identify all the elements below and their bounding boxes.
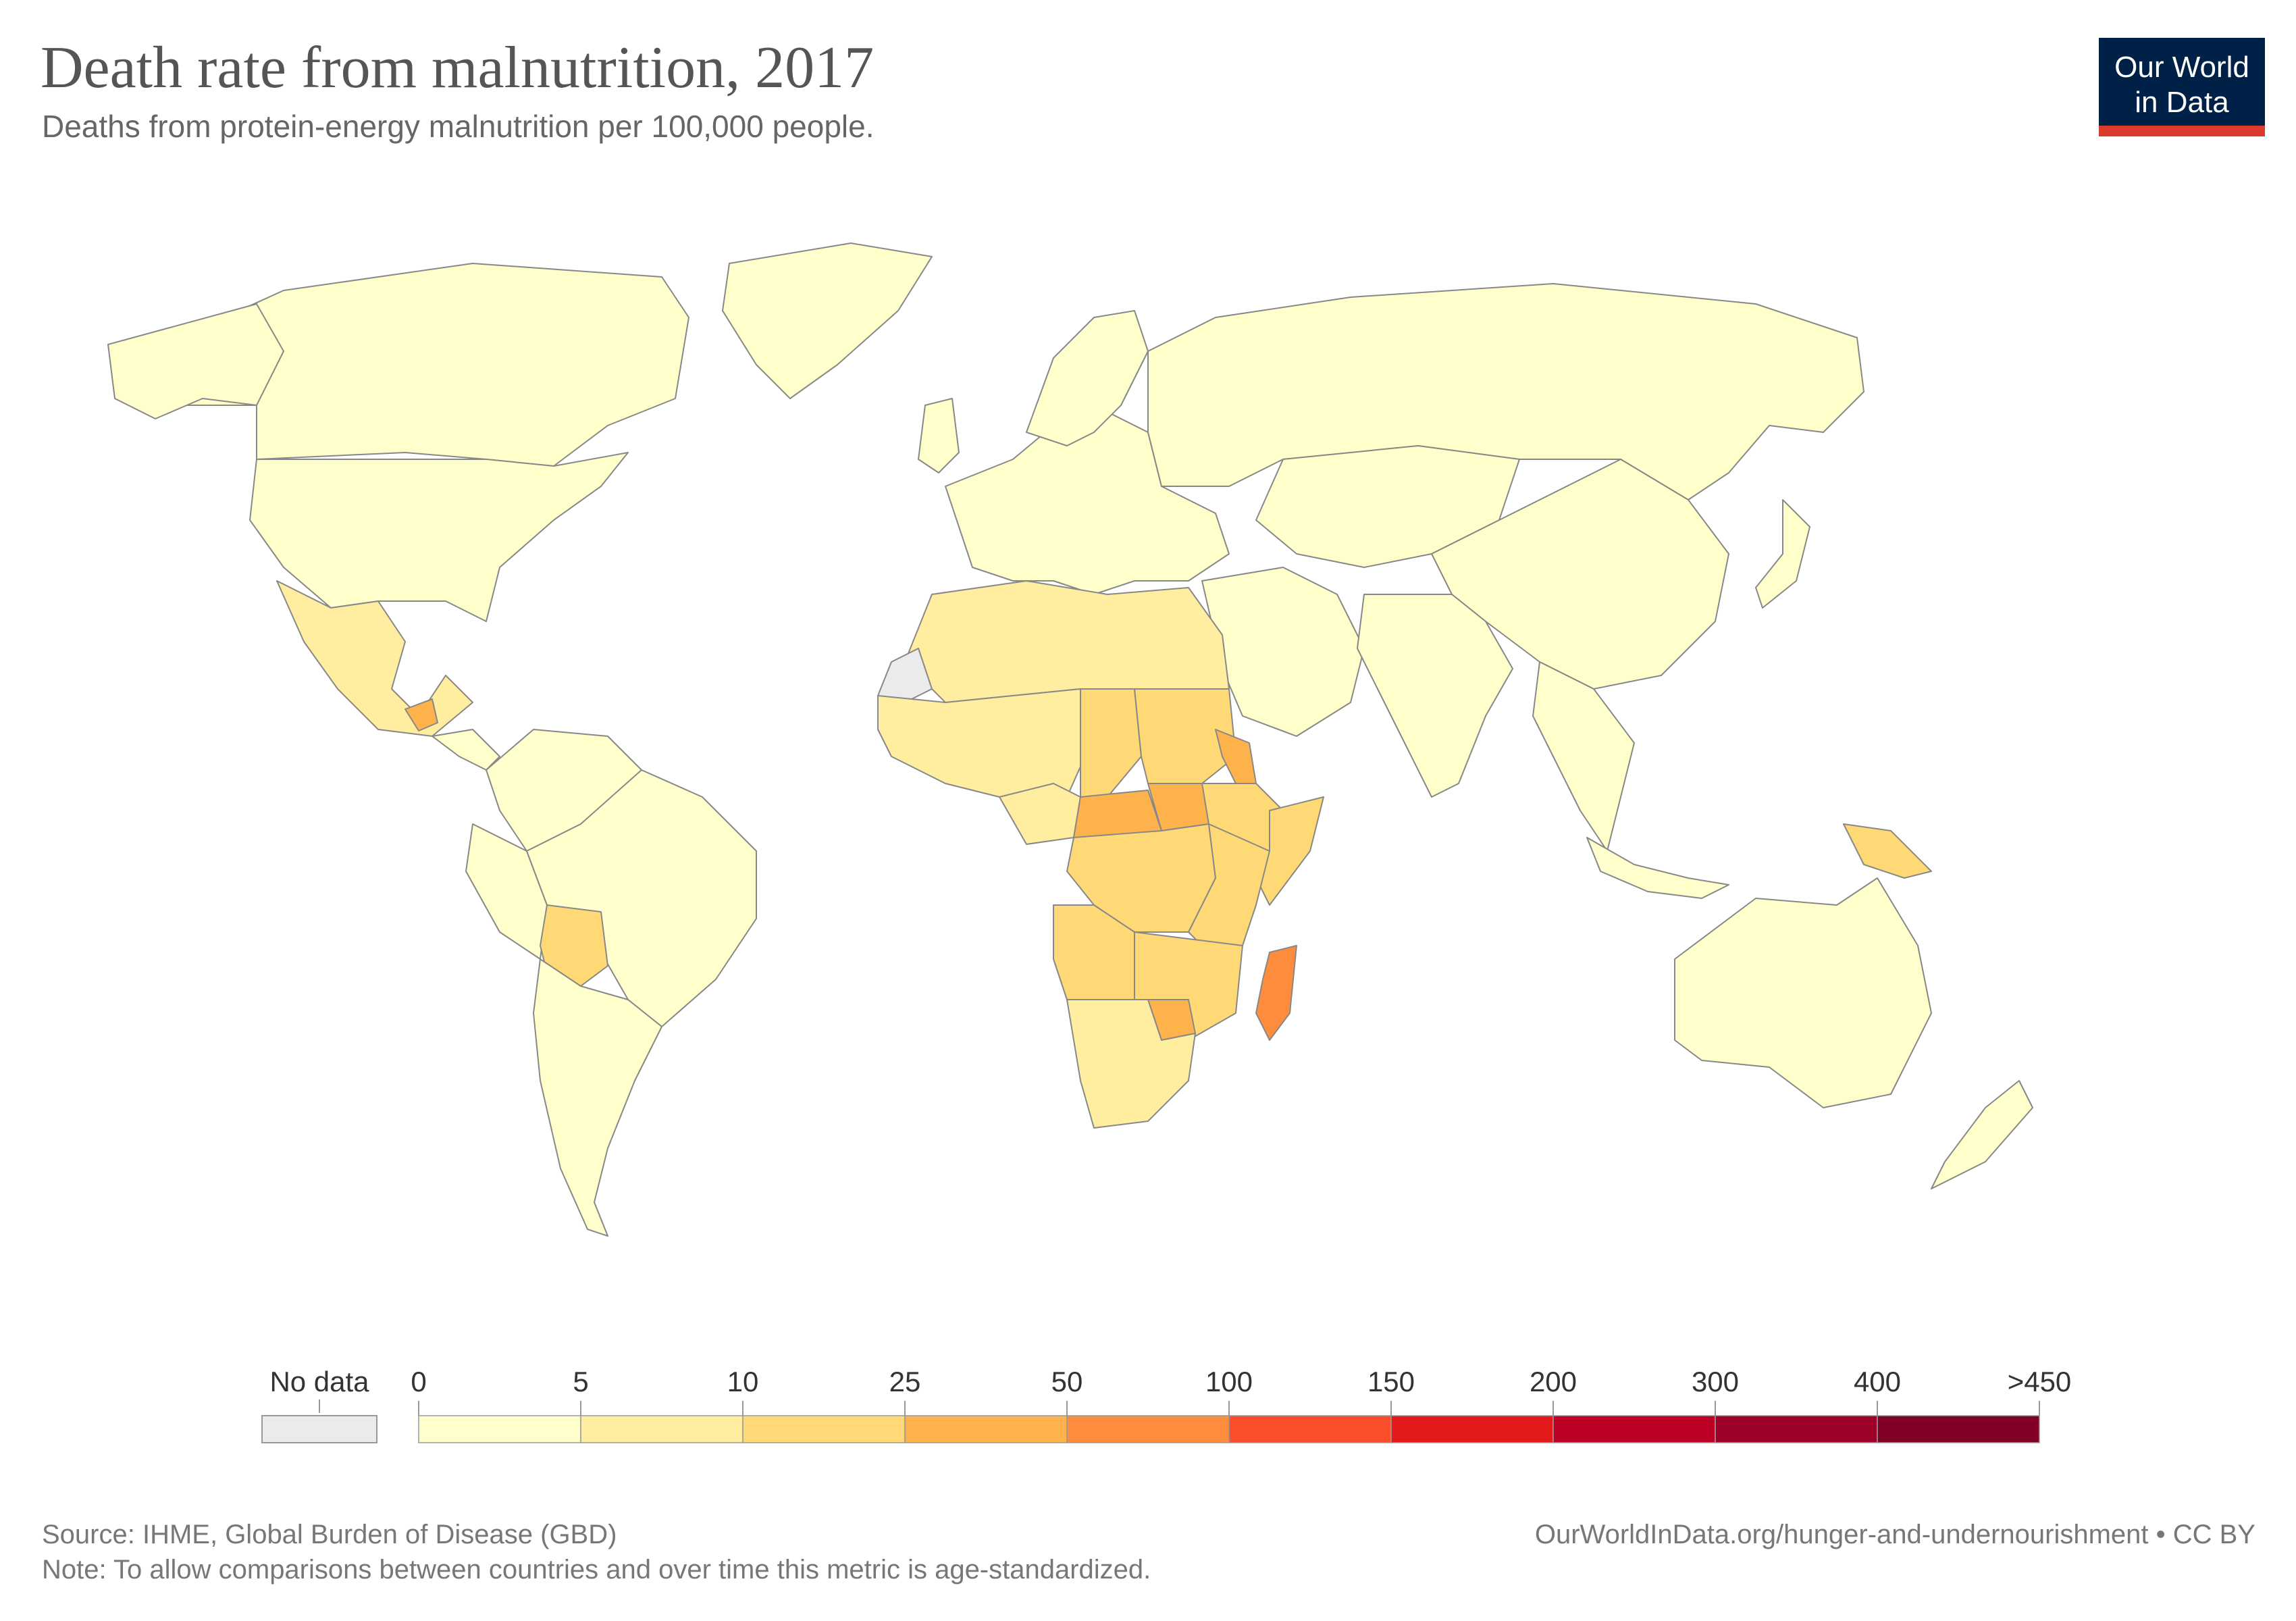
region-alaska[interactable]: [107, 303, 284, 419]
region-japan[interactable]: [1755, 499, 1810, 609]
region-new-zealand[interactable]: [1931, 1080, 2033, 1189]
map-legend: No data 0 5 10 25 50 100 150 200 300 400 >450: [261, 1366, 2071, 1443]
region-southern-africa[interactable]: [1066, 999, 1196, 1129]
logo-line-2: in Data: [2135, 86, 2229, 119]
region-brazil[interactable]: [526, 769, 757, 1027]
legend-tick-label-10: >450: [2008, 1366, 2072, 1397]
region-mexico[interactable]: [276, 580, 473, 737]
legend-tick-label-1: 5: [573, 1366, 588, 1397]
legend-no-data-label: No data: [269, 1366, 369, 1397]
region-western-sahara[interactable]: [877, 648, 933, 703]
region-papua-new-guinea[interactable]: [1843, 823, 1932, 879]
region-russia[interactable]: [1147, 283, 1864, 500]
world-map: [107, 242, 2033, 1237]
source-url-link[interactable]: OurWorldInData.org/hunger-and-undernouri…: [1534, 1520, 2255, 1549]
region-guatemala[interactable]: [405, 698, 438, 731]
region-usa[interactable]: [249, 452, 629, 622]
legend-tick-label-4: 50: [1051, 1366, 1083, 1397]
legend-tick-label-2: 10: [727, 1366, 759, 1397]
legend-tick-label-9: 400: [1854, 1366, 1901, 1397]
region-chad[interactable]: [1080, 688, 1142, 798]
chart-subtitle: Deaths from protein-energy malnutrition …: [42, 109, 875, 144]
chart-title: Death rate from malnutrition, 2017: [41, 35, 875, 101]
legend-bin-9[interactable]: [1877, 1415, 2040, 1443]
region-eritrea[interactable]: [1215, 729, 1257, 784]
legend-no-data-swatch: [261, 1415, 377, 1443]
region-uk[interactable]: [918, 398, 960, 473]
region-canada[interactable]: [134, 263, 689, 467]
legend-tick-label-5: 100: [1205, 1366, 1253, 1397]
region-india[interactable]: [1357, 594, 1513, 798]
legend-ticks: 0 5 10 25 50 100 150 200 300 400 >450: [411, 1366, 2071, 1416]
legend-bin-2[interactable]: [742, 1415, 906, 1443]
region-west-africa[interactable]: [877, 688, 1095, 798]
legend-tick-label-0: 0: [411, 1366, 426, 1397]
legend-tick-label-8: 300: [1692, 1366, 1739, 1397]
source-text: Source: IHME, Global Burden of Disease (…: [42, 1520, 617, 1549]
legend-bin-0[interactable]: [418, 1415, 581, 1443]
legend-tick-label-3: 25: [889, 1366, 921, 1397]
logo-line-1: Our World: [2114, 51, 2249, 84]
region-madagascar[interactable]: [1255, 945, 1297, 1041]
legend-tick-label-6: 150: [1367, 1366, 1415, 1397]
legend-bin-6[interactable]: [1390, 1415, 1554, 1443]
legend-bin-7[interactable]: [1553, 1415, 1716, 1443]
region-argentina-chile[interactable]: [533, 958, 662, 1237]
legend-bin-3[interactable]: [904, 1415, 1068, 1443]
legend-bin-8[interactable]: [1715, 1415, 1878, 1443]
owid-logo[interactable]: Our World in Data: [2099, 38, 2265, 136]
region-central-america[interactable]: [432, 729, 500, 771]
legend-tick-label-7: 200: [1530, 1366, 1577, 1397]
legend-bin-1[interactable]: [580, 1415, 743, 1443]
legend-no-data: No data: [261, 1366, 377, 1443]
legend-bin-4[interactable]: [1066, 1415, 1230, 1443]
legend-bins: [418, 1415, 2040, 1443]
region-north-africa[interactable]: [904, 580, 1230, 703]
legend-bin-5[interactable]: [1228, 1415, 1392, 1443]
region-australia[interactable]: [1674, 877, 1932, 1108]
region-indonesia[interactable]: [1586, 837, 1729, 899]
region-greenland[interactable]: [722, 242, 933, 399]
region-southeast-asia[interactable]: [1532, 661, 1635, 852]
note-text: Note: To allow comparisons between count…: [42, 1555, 1151, 1585]
